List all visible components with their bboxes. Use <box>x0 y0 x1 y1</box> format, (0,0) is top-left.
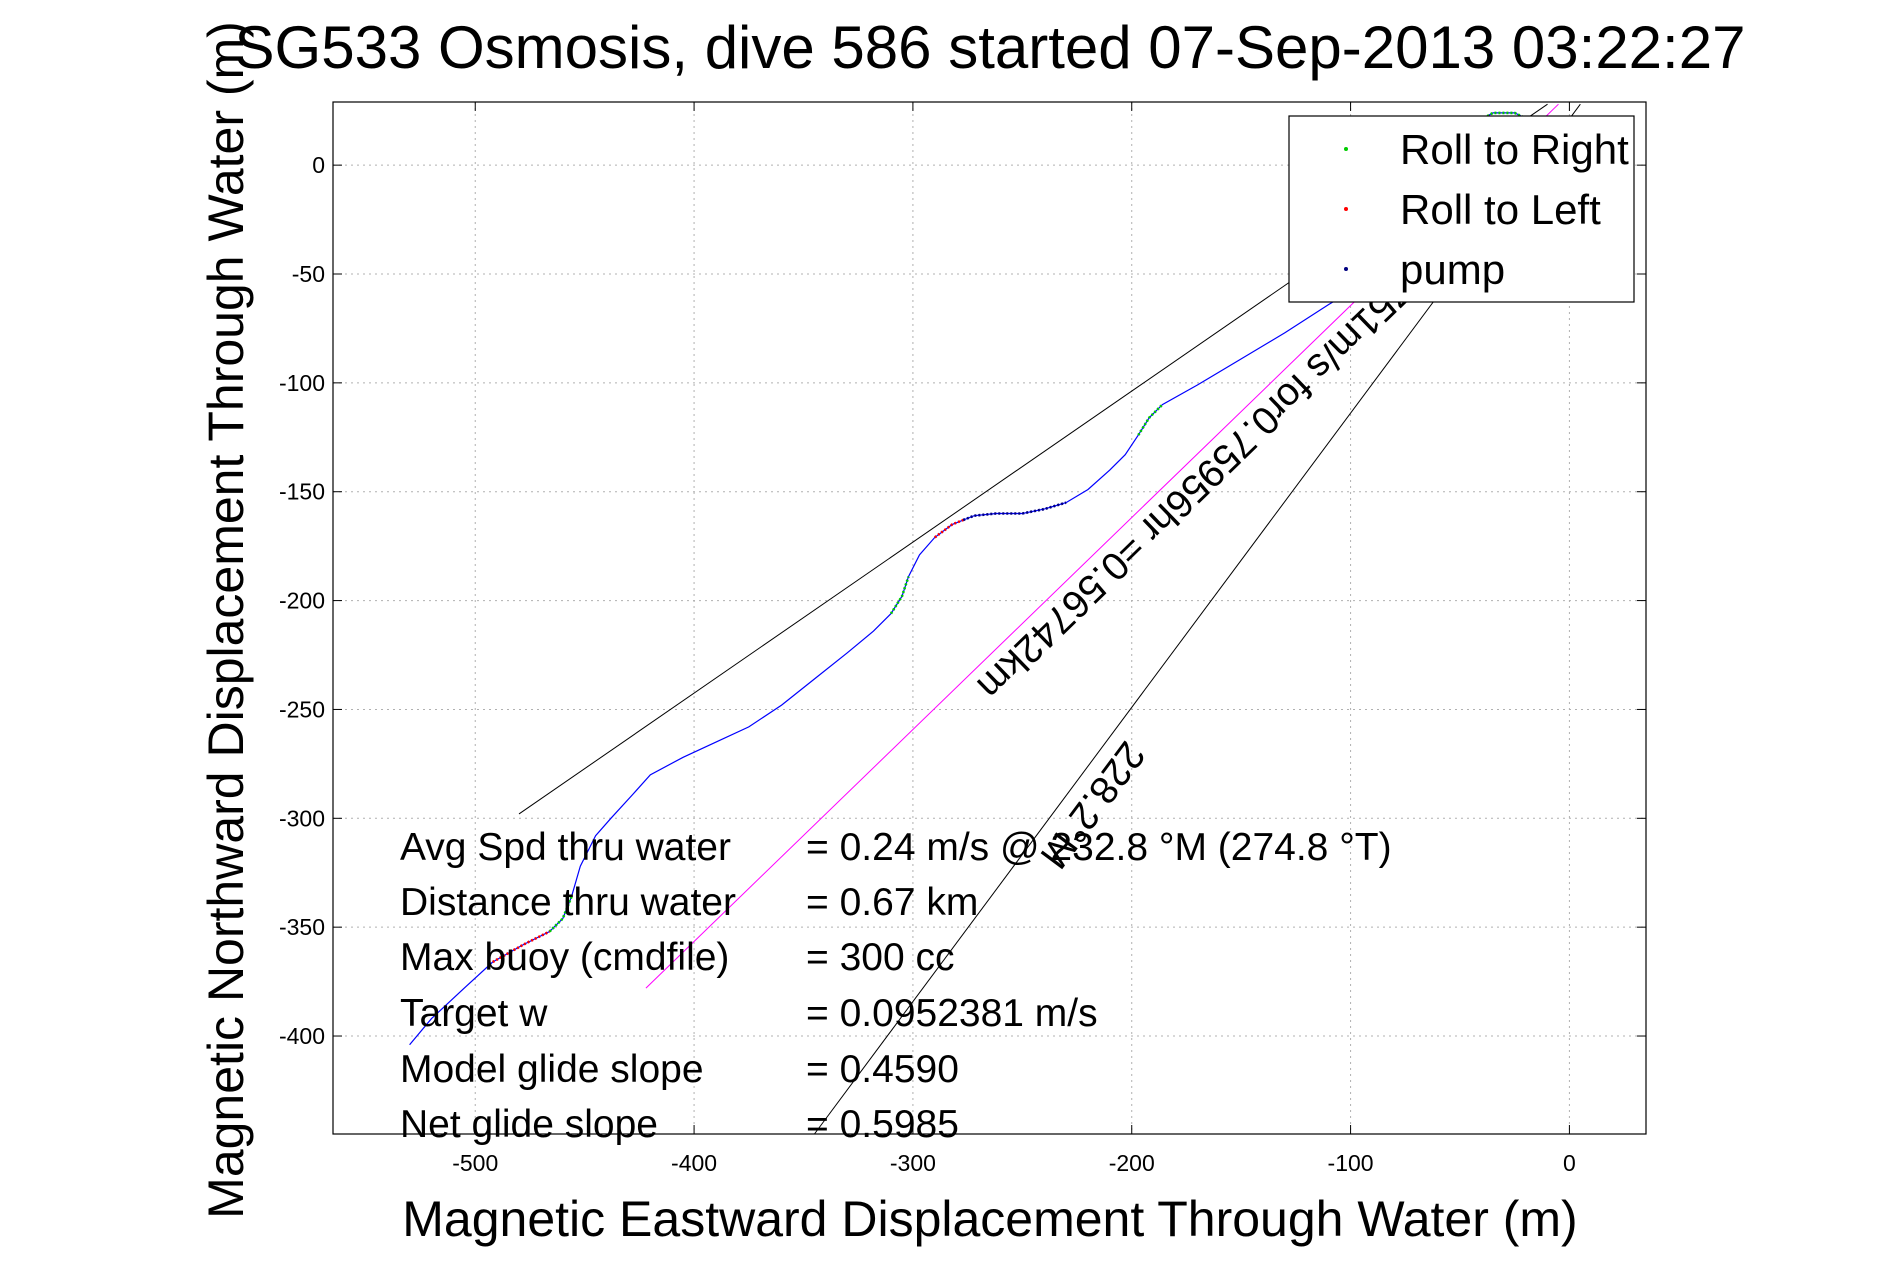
roll-left-segment <box>934 518 964 539</box>
roll-right-segment <box>889 576 910 615</box>
legend-label-roll-right: Roll to Right <box>1400 126 1629 173</box>
y-tick-label: -250 <box>279 696 325 722</box>
legend-label-pump: pump <box>1400 246 1505 293</box>
x-tick-label: -300 <box>890 1150 936 1176</box>
grid <box>333 102 1646 1134</box>
annotation-value: = 300 cc <box>806 936 955 979</box>
annotation-label: Model glide slope <box>400 1048 704 1091</box>
annotation-value: = 0.4590 <box>806 1048 959 1091</box>
x-tick-label: -400 <box>671 1150 717 1176</box>
y-tick-label: -350 <box>279 914 325 940</box>
annotation-value: = 0.0952381 m/s <box>806 992 1098 1035</box>
annotation-label: Net glide slope <box>400 1103 658 1146</box>
annotation-label: Max buoy (cmdfile) <box>400 936 729 979</box>
legend-marker-roll-left <box>1344 207 1348 211</box>
axis-ticks: -500 -400 -300 -200 -100 0 0 -50 -100 -150 -200 -25… <box>279 102 1646 1176</box>
annotation-label: Target w <box>400 992 548 1035</box>
axes-frame <box>332 101 1647 1135</box>
x-axis-label: Magnetic Eastward Displacement Through W… <box>402 1191 1577 1247</box>
y-tick-label: -400 <box>279 1023 325 1049</box>
legend: Roll to Right Roll to Left pump <box>1288 115 1635 303</box>
annotation-value: = 0.24 m/s @ 232.8 °M (274.8 °T) <box>806 826 1392 869</box>
x-tick-label: -100 <box>1328 1150 1374 1176</box>
annotation-label: Avg Spd thru water <box>400 826 731 869</box>
y-tick-label: -100 <box>279 370 325 396</box>
annotation-value: = 0.67 km <box>806 881 978 924</box>
y-tick-label: -50 <box>292 261 325 287</box>
y-axis-label: Magnetic Northward Displacement Through … <box>198 21 254 1219</box>
y-tick-label: 0 <box>312 152 325 178</box>
y-tick-label: -300 <box>279 805 325 831</box>
legend-marker-roll-right <box>1344 147 1348 151</box>
chart-title: SG533 Osmosis, dive 586 started 07-Sep-2… <box>235 14 1746 81</box>
legend-label-roll-left: Roll to Left <box>1400 186 1601 233</box>
legend-marker-pump <box>1344 267 1348 271</box>
x-tick-label: 0 <box>1563 1150 1576 1176</box>
annotation-block: Avg Spd thru water = 0.24 m/s @ 232.8 °M… <box>400 826 1392 1146</box>
x-tick-label: -500 <box>452 1150 498 1176</box>
y-tick-label: -150 <box>279 479 325 505</box>
x-tick-label: -200 <box>1109 1150 1155 1176</box>
annotation-value: = 0.5985 <box>806 1103 959 1146</box>
y-tick-label: -200 <box>279 588 325 614</box>
roll-right-segment <box>1137 403 1164 436</box>
pump-segment <box>962 501 1067 522</box>
annotation-label: Distance thru water <box>400 881 736 924</box>
